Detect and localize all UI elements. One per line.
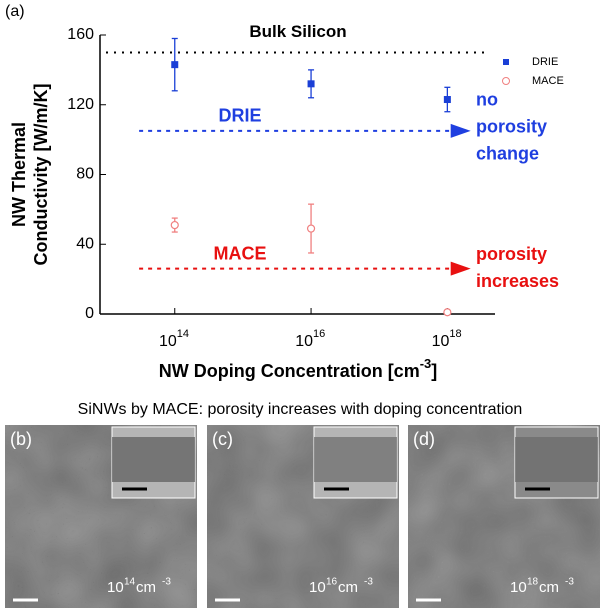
caption: SiNWs by MACE: porosity increases with d… [78, 401, 523, 418]
point [443, 96, 451, 104]
arrow-head [450, 261, 471, 276]
inset-band [314, 437, 397, 482]
x-tick-exponent: 14 [177, 328, 189, 340]
point [443, 308, 452, 317]
inset-band [112, 437, 195, 482]
y-tick-label: 160 [67, 26, 94, 43]
x-axis-label: NW Doping Concentration [cm-3] [159, 356, 438, 380]
point [306, 224, 316, 233]
conc-exp: 16 [326, 577, 338, 588]
image-label: (d) [413, 429, 435, 449]
point [307, 80, 315, 88]
x-axis-label-part: ] [431, 361, 437, 381]
image-label: (c) [212, 429, 233, 449]
x-tick-exponent: 18 [449, 328, 461, 340]
x-tick-label: 10 [432, 333, 450, 350]
annotation-note: change [476, 144, 539, 164]
y-tick-label: 0 [85, 305, 94, 322]
annotation-note: porosity [476, 244, 547, 264]
conc-unit: cm [136, 579, 156, 596]
legend-marker [503, 59, 509, 65]
x-axis-label-part: NW Doping Concentration [cm [159, 361, 420, 381]
legend-label: DRIE [532, 56, 558, 68]
annotation-label: MACE [214, 243, 267, 263]
x-axis-label-part: -3 [420, 356, 432, 371]
annotation-note: no [476, 90, 498, 110]
point [170, 220, 179, 230]
y-axis-label: Conductivity [W/m/K] [31, 84, 51, 266]
conc-base: 10 [510, 579, 527, 596]
conc-unit-exp: -3 [565, 577, 574, 588]
y-axis-label: NW Thermal [9, 122, 29, 227]
conc-exp: 18 [527, 577, 539, 588]
conc-base: 10 [107, 579, 124, 596]
x-tick-label: 10 [295, 333, 313, 350]
annotation-note: porosity [476, 117, 547, 137]
arrow-head [450, 123, 471, 138]
legend-label: MACE [532, 75, 564, 87]
conc-unit-exp: -3 [162, 577, 171, 588]
image-label: (b) [10, 429, 32, 449]
annotation-note: increases [476, 271, 559, 291]
y-tick-label: 120 [67, 96, 94, 113]
inset-band [515, 437, 598, 482]
y-tick-label: 40 [76, 235, 94, 252]
conc-exp: 14 [124, 577, 136, 588]
x-tick-exponent: 16 [313, 328, 325, 340]
panel-label: (a) [5, 3, 25, 20]
conc-unit: cm [338, 579, 358, 596]
legend-marker [502, 77, 510, 85]
conc-unit-exp: -3 [364, 577, 373, 588]
annotation-label: DRIE [218, 106, 261, 126]
x-tick-label: 10 [159, 333, 177, 350]
tem-images: SiNWs by MACE: porosity increases with d… [5, 401, 600, 608]
reference-label: Bulk Silicon [249, 22, 346, 41]
conc-unit: cm [539, 579, 559, 596]
point [171, 61, 179, 69]
y-tick-label: 80 [76, 166, 94, 183]
conc-base: 10 [309, 579, 326, 596]
